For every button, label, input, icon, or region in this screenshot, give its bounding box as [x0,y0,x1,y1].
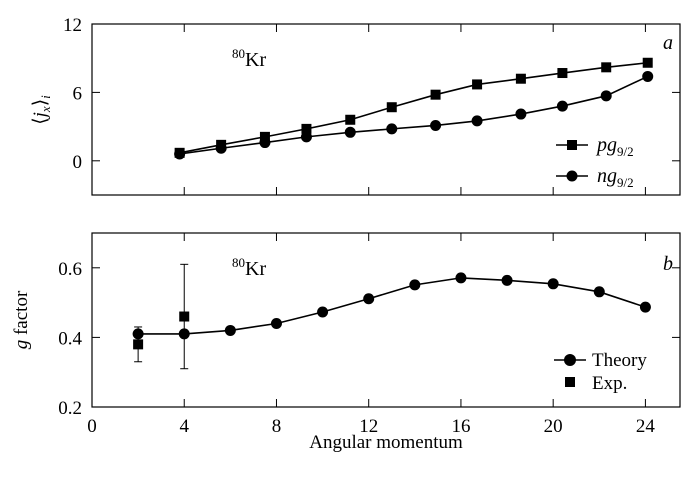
data-point-circle [593,286,605,298]
x-tick-label: 16 [451,416,470,437]
data-point-circle [386,123,398,135]
y-tick-label: 0 [73,152,83,173]
panel-a-label: a [663,32,673,54]
x-tick-label: 4 [179,416,189,437]
data-point-square [259,131,270,142]
data-point-circle [409,279,421,291]
data-point-circle [317,306,329,318]
y-tick-label: 0.6 [58,259,82,280]
data-point-circle [455,272,467,284]
data-point-circle [430,119,442,131]
panel-b-frame [91,232,681,408]
x-tick-label: 0 [87,416,97,437]
svg-text:Theory: Theory [592,350,647,371]
data-point-square [642,57,653,68]
panel-b-y-ticks: 0.2 0.4 0.6 [58,259,680,419]
panel-b-annotation: 80Kr [232,255,266,280]
panel-a: 0 6 12 ⟨jx⟩i 80Kr a pg9/2 ng9/2 [30,15,681,196]
data-point-square [430,89,441,100]
data-point-square [345,114,356,125]
data-point-square [179,311,190,322]
svg-text:Exp.: Exp. [592,373,627,394]
panel-b-y-axis-label: g factor [11,290,32,349]
panel-a-frame [91,23,681,196]
panel-a-series [174,57,654,160]
svg-text:pg9/2: pg9/2 [595,134,634,159]
panel-a-legend: pg9/2 ng9/2 [556,134,634,190]
data-point-circle [600,90,612,102]
data-point-square [133,339,144,350]
panel-b-label: b [663,253,673,275]
panel-b-x-ticks: 0 4 8 12 16 20 24 [87,233,655,437]
data-point-circle [215,142,227,154]
legend-entry-ng92: ng9/2 [556,165,634,190]
x-tick-label: 12 [359,416,378,437]
svg-text:ng9/2: ng9/2 [597,165,634,190]
data-point-circle [224,324,236,336]
data-point-circle [259,137,271,149]
data-point-circle [547,278,559,290]
x-tick-label: 24 [636,416,656,437]
panel-a-y-ticks: 0 6 12 [63,15,680,173]
data-point-square [515,73,526,84]
x-tick-label: 20 [544,416,563,437]
y-tick-label: 0.2 [58,398,82,419]
data-point-circle [639,301,651,313]
panel-a-x-ticks [91,24,646,195]
data-point-circle [515,108,527,120]
data-point-circle [642,70,654,82]
data-point-square [557,68,568,79]
data-point-square [472,79,483,90]
series-line [179,75,649,155]
data-point-circle [471,115,483,127]
panel-b-legend: Theory Exp. [554,350,647,394]
y-tick-label: 12 [63,15,82,36]
panel-a-y-axis-label: ⟨jx⟩i [30,95,53,125]
data-point-square [301,123,312,134]
panel-a-annotation: 80Kr [232,46,266,71]
legend-entry-pg92: pg9/2 [556,134,634,159]
series-line [179,61,648,154]
data-point-square [386,102,397,113]
panel-b: 0.2 0.4 0.6 0 4 8 12 16 20 24 g factor 80Kr b Th… [11,232,681,453]
data-point-circle [556,100,568,112]
data-point-circle [501,274,513,286]
x-axis-label: Angular momentum [309,432,463,453]
x-tick-label: 8 [272,416,282,437]
y-tick-label: 6 [73,83,83,104]
data-point-circle [270,317,282,329]
data-point-circle [174,148,186,160]
series-line [138,277,646,335]
y-tick-label: 0.4 [58,328,82,349]
panel-b-series [132,263,651,370]
data-point-square [601,62,612,73]
data-point-circle [300,131,312,143]
legend-entry-theory: Theory [554,350,647,371]
data-point-circle [363,293,375,305]
legend-entry-exp: Exp. [565,373,627,394]
data-point-circle [344,126,356,138]
